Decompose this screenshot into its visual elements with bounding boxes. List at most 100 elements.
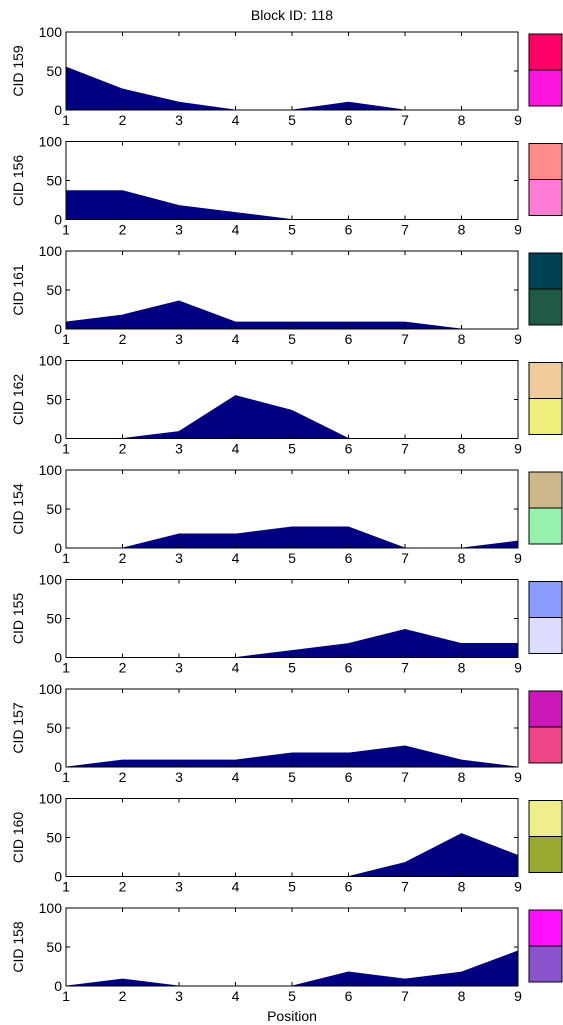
y-tick-label: 50 <box>46 939 62 955</box>
y-axis-label: CID 158 <box>10 921 26 973</box>
x-tick-label: 5 <box>288 112 296 128</box>
y-tick-label: 0 <box>54 431 62 447</box>
y-tick-label: 100 <box>39 353 63 369</box>
swatch-top <box>529 143 562 180</box>
x-tick-label: 4 <box>232 660 240 676</box>
x-tick-label: 3 <box>175 769 183 785</box>
x-tick-label: 8 <box>458 769 466 785</box>
panel-cid-162: 0 50 100 1 2 3 4 5 6 7 8 9 CID 162 <box>10 353 563 457</box>
x-tick-label: 5 <box>288 769 296 785</box>
x-tick-label: 3 <box>175 441 183 457</box>
panel-cid-159: 0 50 100 1 2 3 4 5 6 7 8 9 CID 159 <box>10 24 563 128</box>
swatch-border <box>528 362 563 435</box>
x-tick-label: 5 <box>288 550 296 566</box>
swatch-top <box>529 362 562 399</box>
x-tick-label: 6 <box>345 550 353 566</box>
swatch-bottom <box>529 398 562 435</box>
x-tick-label: 1 <box>62 769 70 785</box>
x-tick-label: 9 <box>514 879 522 895</box>
x-tick-label: 2 <box>119 550 127 566</box>
y-tick-label: 50 <box>46 611 62 627</box>
swatch-border <box>528 581 563 654</box>
x-tick-label: 6 <box>345 441 353 457</box>
x-tick-label: 2 <box>119 660 127 676</box>
swatch-top <box>529 253 562 289</box>
x-tick-label: 4 <box>232 988 240 1004</box>
x-tick-label: 1 <box>62 441 70 457</box>
y-tick-label: 0 <box>54 102 62 118</box>
swatch-border <box>528 909 563 983</box>
x-tick-label: 3 <box>175 660 183 676</box>
x-tick-label: 8 <box>458 112 466 128</box>
x-tick-label: 1 <box>62 550 70 566</box>
y-tick-label: 50 <box>46 63 62 79</box>
x-tick-label: 5 <box>288 660 296 676</box>
swatch-border <box>528 471 563 545</box>
panel-cid-160: 0 50 100 1 2 3 4 5 6 7 8 9 CID 160 <box>10 791 563 895</box>
x-tick-label: 9 <box>514 769 522 785</box>
swatch-top <box>529 472 562 508</box>
panel-cid-155: 0 50 100 1 2 3 4 5 6 7 8 9 CID 155 <box>10 572 563 676</box>
x-tick-label: 8 <box>458 660 466 676</box>
x-tick-label: 5 <box>288 988 296 1004</box>
area-series <box>65 300 518 330</box>
swatch-border <box>528 33 563 107</box>
y-tick-label: 50 <box>46 830 62 846</box>
panel-cid-157: 0 50 100 1 2 3 4 5 6 7 8 9 CID 157 <box>10 681 563 785</box>
swatch-bottom <box>529 289 562 325</box>
swatch-border <box>528 252 563 326</box>
x-tick-label: 5 <box>288 331 296 347</box>
x-tick-label: 7 <box>401 331 409 347</box>
x-tick-label: 8 <box>458 988 466 1004</box>
figure-title: Block ID: 118 <box>251 7 333 23</box>
y-tick-label: 100 <box>39 243 63 259</box>
y-tick-label: 50 <box>46 392 62 408</box>
x-tick-label: 1 <box>62 660 70 676</box>
swatch-bottom <box>529 70 562 106</box>
y-axis-label: CID 159 <box>10 45 26 97</box>
y-tick-label: 100 <box>39 134 63 150</box>
y-axis-label: CID 155 <box>10 593 26 645</box>
y-axis-label: CID 157 <box>10 702 26 754</box>
x-tick-label: 4 <box>232 112 240 128</box>
x-tick-label: 3 <box>175 988 183 1004</box>
x-tick-label: 7 <box>401 988 409 1004</box>
y-axis-label: CID 160 <box>10 812 26 864</box>
y-tick-label: 0 <box>54 759 62 775</box>
x-tick-label: 1 <box>62 112 70 128</box>
x-tick-label: 8 <box>458 441 466 457</box>
area-series <box>66 629 519 658</box>
y-tick-label: 50 <box>46 173 62 189</box>
x-tick-label: 9 <box>514 112 522 128</box>
swatch-border <box>528 143 563 216</box>
x-tick-label: 7 <box>401 112 409 128</box>
x-tick-label: 9 <box>514 988 522 1004</box>
x-tick-label: 5 <box>288 222 296 238</box>
x-tick-label: 3 <box>175 112 183 128</box>
x-tick-label: 7 <box>401 550 409 566</box>
x-tick-label: 2 <box>119 879 127 895</box>
x-tick-label: 6 <box>345 988 353 1004</box>
x-tick-label: 4 <box>232 550 240 566</box>
swatch-bottom <box>529 727 562 763</box>
y-tick-label: 50 <box>46 501 62 517</box>
area-series <box>66 833 519 877</box>
x-tick-label: 9 <box>514 660 522 676</box>
swatch-top <box>529 581 562 618</box>
x-tick-label: 6 <box>345 112 353 128</box>
x-tick-label: 7 <box>401 879 409 895</box>
swatch-border <box>528 690 563 764</box>
x-tick-label: 7 <box>401 222 409 238</box>
x-tick-label: 2 <box>119 222 127 238</box>
swatch-bottom <box>529 617 562 654</box>
y-tick-label: 100 <box>39 572 63 588</box>
x-tick-label: 2 <box>119 331 127 347</box>
x-tick-label: 3 <box>175 550 183 566</box>
swatch-bottom <box>529 508 562 544</box>
x-tick-label: 1 <box>62 879 70 895</box>
x-tick-label: 1 <box>62 988 70 1004</box>
swatch-top <box>529 910 562 946</box>
x-tick-label: 2 <box>119 988 127 1004</box>
x-tick-label: 5 <box>288 879 296 895</box>
